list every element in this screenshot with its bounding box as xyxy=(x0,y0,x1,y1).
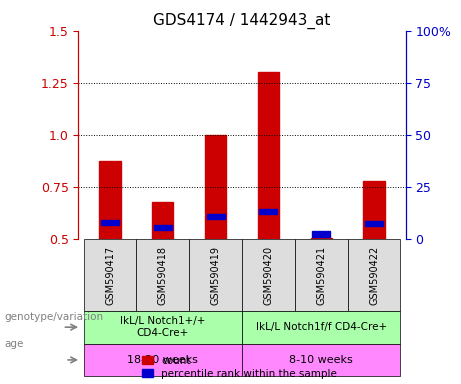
Text: IkL/L Notch1f/f CD4-Cre+: IkL/L Notch1f/f CD4-Cre+ xyxy=(256,322,387,332)
FancyBboxPatch shape xyxy=(83,239,136,311)
Text: GSM590421: GSM590421 xyxy=(316,245,326,305)
Bar xyxy=(365,221,383,226)
Bar xyxy=(363,181,384,239)
Bar xyxy=(258,73,279,239)
Bar xyxy=(205,135,226,239)
Bar xyxy=(312,232,330,237)
Text: age: age xyxy=(5,339,24,349)
Bar xyxy=(152,202,173,239)
Bar xyxy=(100,161,121,239)
Text: 8-10 weeks: 8-10 weeks xyxy=(290,355,353,365)
Title: GDS4174 / 1442943_at: GDS4174 / 1442943_at xyxy=(154,13,331,29)
Text: IkL/L Notch1+/+
CD4-Cre+: IkL/L Notch1+/+ CD4-Cre+ xyxy=(120,316,206,338)
Text: GSM590418: GSM590418 xyxy=(158,245,168,305)
Text: GSM590422: GSM590422 xyxy=(369,245,379,305)
Text: GSM590417: GSM590417 xyxy=(105,245,115,305)
FancyBboxPatch shape xyxy=(83,311,242,344)
Legend: count, percentile rank within the sample: count, percentile rank within the sample xyxy=(142,356,337,379)
Text: GSM590419: GSM590419 xyxy=(211,245,221,305)
Text: GSM590420: GSM590420 xyxy=(263,245,273,305)
FancyBboxPatch shape xyxy=(295,239,348,311)
FancyBboxPatch shape xyxy=(242,344,401,376)
FancyBboxPatch shape xyxy=(242,311,401,344)
Bar xyxy=(311,238,332,239)
Bar xyxy=(207,214,225,219)
FancyBboxPatch shape xyxy=(136,239,189,311)
FancyBboxPatch shape xyxy=(83,344,242,376)
FancyBboxPatch shape xyxy=(348,239,401,311)
FancyBboxPatch shape xyxy=(242,239,295,311)
Bar xyxy=(154,225,172,230)
FancyBboxPatch shape xyxy=(189,239,242,311)
Bar xyxy=(101,220,119,225)
Text: genotype/variation: genotype/variation xyxy=(5,312,104,322)
Bar xyxy=(260,209,278,214)
Text: 18-20 weeks: 18-20 weeks xyxy=(127,355,198,365)
